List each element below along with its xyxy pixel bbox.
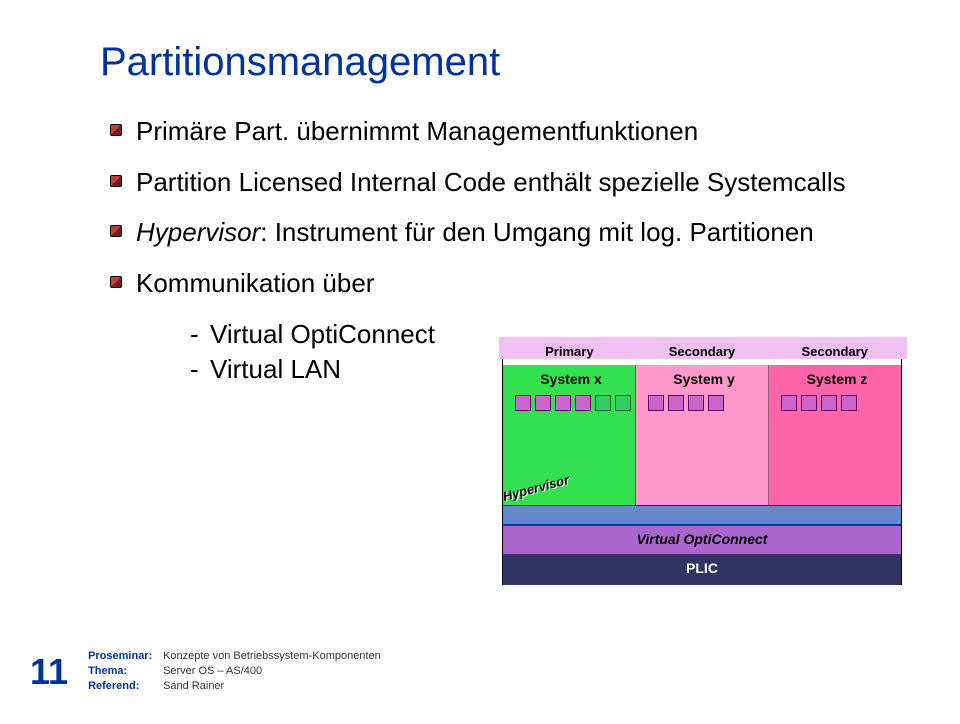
diagram-panel-system-z: System z: [769, 365, 901, 505]
meta-key: Thema:: [88, 664, 163, 679]
diagram-top-labels: Primary Secondary Secondary: [503, 341, 901, 365]
resource-icon: [841, 395, 857, 411]
panel-icons: [511, 395, 631, 411]
bullet-icon: [110, 175, 122, 187]
bullet-item: Hypervisor: Instrument für den Umgang mi…: [110, 216, 900, 249]
bullet-item: Primäre Part. übernimmt Managementfunkti…: [110, 115, 900, 148]
meta-value: Konzepte von Betriebssystem-Komponenten: [163, 649, 381, 664]
resource-icon: [688, 395, 704, 411]
resource-icon: [615, 395, 631, 411]
page-title: Partitionsmanagement: [100, 40, 900, 85]
diagram-plic-band: PLIC: [503, 555, 901, 585]
dash-icon: -: [190, 352, 210, 387]
resource-icon: [668, 395, 684, 411]
bullet-icon: [110, 276, 122, 288]
resource-icon: [648, 395, 664, 411]
panel-icons: [777, 395, 897, 411]
bullet-text-tail: : Instrument für den Umgang mit log. Par…: [260, 217, 814, 247]
resource-icon: [781, 395, 797, 411]
slide-footer: 11 Proseminar: Konzepte von Betriebssyst…: [30, 649, 381, 694]
footer-meta: Proseminar: Konzepte von Betriebssystem-…: [88, 649, 381, 694]
bullet-text: Kommunikation über: [136, 267, 374, 300]
resource-icon: [595, 395, 611, 411]
resource-icon: [821, 395, 837, 411]
diagram-label-secondary: Secondary: [636, 341, 769, 365]
resource-icon: [555, 395, 571, 411]
dash-icon: -: [190, 317, 210, 352]
diagram-label-secondary: Secondary: [768, 341, 901, 365]
diagram-label-primary: Primary: [503, 341, 636, 365]
resource-icon: [515, 395, 531, 411]
partition-diagram: Primary Secondary Secondary System x Sys…: [502, 340, 902, 585]
bullet-text: Primäre Part. übernimmt Managementfunkti…: [136, 115, 698, 148]
diagram-hypervisor-band: [503, 505, 901, 525]
meta-row: Thema: Server OS – AS/400: [88, 664, 381, 679]
sub-item-label: Virtual LAN: [210, 354, 341, 384]
resource-icon: [801, 395, 817, 411]
resource-icon: [535, 395, 551, 411]
meta-value: Sand Rainer: [163, 679, 224, 694]
bullet-item: Kommunikation über: [110, 267, 900, 300]
bullet-text: Hypervisor: Instrument für den Umgang mi…: [136, 216, 814, 249]
diagram-voc-band: Virtual OptiConnect: [503, 525, 901, 555]
bullet-icon: [110, 225, 122, 237]
meta-key: Proseminar:: [88, 649, 163, 664]
panel-title: System z: [777, 371, 897, 387]
bullet-icon: [110, 124, 122, 136]
resource-icon: [575, 395, 591, 411]
panel-title: System y: [644, 371, 764, 387]
meta-row: Proseminar: Konzepte von Betriebssystem-…: [88, 649, 381, 664]
diagram-panel-system-y: System y: [636, 365, 769, 505]
bullet-item: Partition Licensed Internal Code enthält…: [110, 166, 900, 199]
resource-icon: [708, 395, 724, 411]
bullet-prefix: Hypervisor: [136, 217, 260, 247]
panel-title: System x: [511, 371, 631, 387]
page-number: 11: [30, 651, 68, 693]
meta-row: Referend: Sand Rainer: [88, 679, 381, 694]
sub-item-label: Virtual OptiConnect: [210, 319, 435, 349]
meta-value: Server OS – AS/400: [163, 664, 262, 679]
slide: Partitionsmanagement Primäre Part. übern…: [0, 0, 960, 724]
meta-key: Referend:: [88, 679, 163, 694]
panel-icons: [644, 395, 764, 411]
bullet-text: Partition Licensed Internal Code enthält…: [136, 166, 846, 199]
